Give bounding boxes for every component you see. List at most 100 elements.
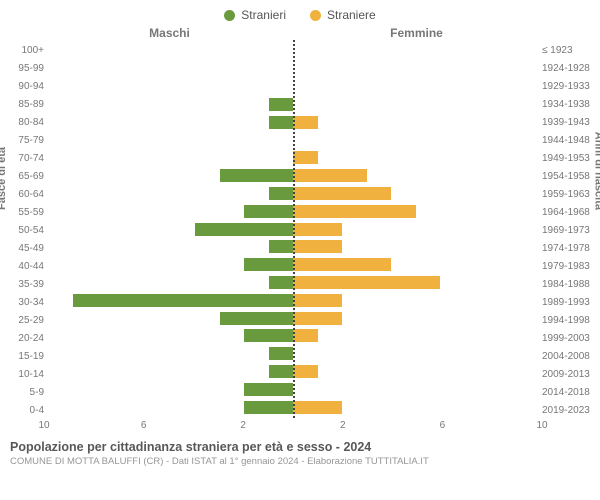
plot-area [48,40,538,418]
age-label: 10-14 [4,366,44,384]
bar-female [293,312,342,325]
chart-area: 100+95-9990-9485-8980-8475-7970-7465-696… [0,40,600,418]
birth-label: 2014-2018 [542,384,596,402]
birth-label: 2004-2008 [542,348,596,366]
x-tick: 6 [440,420,446,431]
legend-swatch-male [224,10,235,21]
age-label: 20-24 [4,330,44,348]
bar-male [195,223,293,236]
bar-male [244,329,293,342]
birth-label: 1954-1958 [542,168,596,186]
age-label: 0-4 [4,402,44,420]
bar-male [220,169,294,182]
age-label: 95-99 [4,60,44,78]
age-label: 50-54 [4,222,44,240]
birth-label: 1934-1938 [542,96,596,114]
age-label: 100+ [4,42,44,60]
bar-male [73,294,294,307]
bar-female [293,187,391,200]
bar-female [293,401,342,414]
age-label: 45-49 [4,240,44,258]
bar-male [269,187,294,200]
age-label: 55-59 [4,204,44,222]
chart-title: Popolazione per cittadinanza straniera p… [10,440,590,454]
age-label: 80-84 [4,114,44,132]
bar-female [293,205,416,218]
header-female: Femmine [293,26,600,40]
bar-male [269,365,294,378]
bar-male [244,258,293,271]
birth-label: ≤ 1923 [542,42,596,60]
bar-female [293,276,440,289]
birth-label: 1999-2003 [542,330,596,348]
center-divider [293,40,295,418]
y-axis-age: 100+95-9990-9485-8980-8475-7970-7465-696… [4,40,48,418]
legend-label-female: Straniere [327,8,376,22]
bar-female [293,223,342,236]
bar-female [293,240,342,253]
column-headers: Maschi Femmine [0,26,600,40]
legend: Stranieri Straniere [0,0,600,26]
age-label: 85-89 [4,96,44,114]
bar-female [293,258,391,271]
birth-label: 2019-2023 [542,402,596,420]
birth-label: 1949-1953 [542,150,596,168]
birth-label: 1929-1933 [542,78,596,96]
birth-label: 1979-1983 [542,258,596,276]
age-label: 65-69 [4,168,44,186]
birth-label: 1984-1988 [542,276,596,294]
chart-subtitle: COMUNE DI MOTTA BALUFFI (CR) - Dati ISTA… [10,456,590,467]
birth-label: 1959-1963 [542,186,596,204]
x-tick: 10 [38,420,49,431]
age-label: 30-34 [4,294,44,312]
birth-label: 1989-1993 [542,294,596,312]
chart-footer: Popolazione per cittadinanza straniera p… [0,434,600,467]
x-axis: 10 6 2 2 6 10 [0,420,600,434]
birth-label: 1964-1968 [542,204,596,222]
birth-label: 1944-1948 [542,132,596,150]
bar-female [293,294,342,307]
age-label: 15-19 [4,348,44,366]
bar-female [293,116,318,129]
bar-male [269,98,294,111]
y-axis-birth: ≤ 19231924-19281929-19331934-19381939-19… [538,40,596,418]
header-male: Maschi [0,26,293,40]
age-label: 90-94 [4,78,44,96]
age-label: 40-44 [4,258,44,276]
birth-label: 1924-1928 [542,60,596,78]
age-label: 70-74 [4,150,44,168]
bar-male [269,276,294,289]
bar-male [269,347,294,360]
y-axis-label-left: Fasce di età [0,147,8,210]
birth-label: 2009-2013 [542,366,596,384]
birth-label: 1994-1998 [542,312,596,330]
legend-item-female: Straniere [310,8,376,22]
x-tick: 6 [141,420,147,431]
bar-female [293,329,318,342]
x-tick: 10 [536,420,547,431]
x-tick: 2 [340,420,346,431]
bar-male [244,383,293,396]
age-label: 35-39 [4,276,44,294]
bar-male [220,312,294,325]
bar-female [293,169,367,182]
age-label: 5-9 [4,384,44,402]
bar-male [244,205,293,218]
legend-label-male: Stranieri [241,8,286,22]
x-tick: 2 [240,420,246,431]
age-label: 75-79 [4,132,44,150]
birth-label: 1974-1978 [542,240,596,258]
age-label: 60-64 [4,186,44,204]
age-label: 25-29 [4,312,44,330]
birth-label: 1939-1943 [542,114,596,132]
legend-swatch-female [310,10,321,21]
bar-female [293,365,318,378]
bar-male [244,401,293,414]
x-axis-ticks: 10622610 [44,420,542,434]
birth-label: 1969-1973 [542,222,596,240]
y-axis-label-right: Anni di nascita [592,132,600,210]
bar-female [293,151,318,164]
bar-male [269,240,294,253]
legend-item-male: Stranieri [224,8,286,22]
bar-male [269,116,294,129]
